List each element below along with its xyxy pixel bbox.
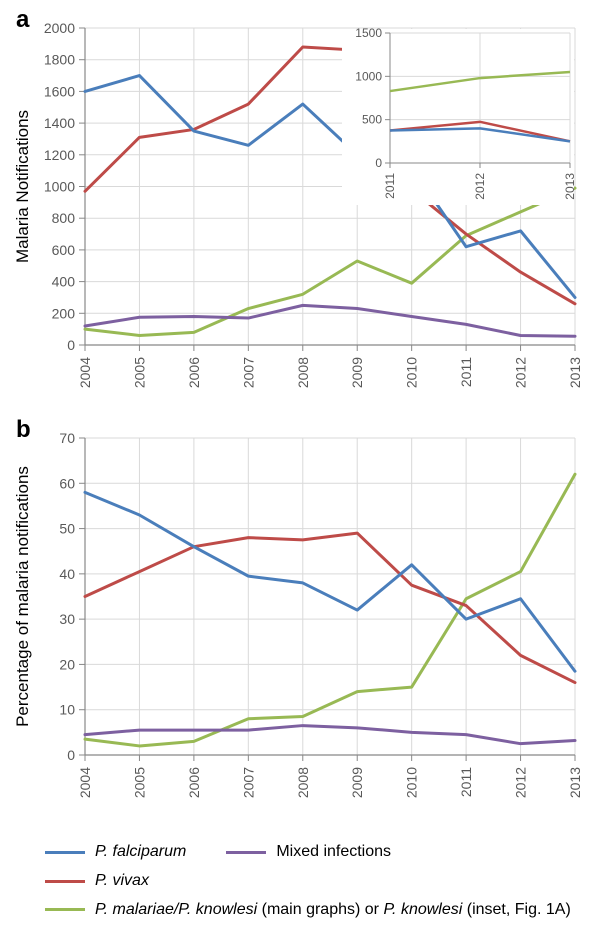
- svg-text:1000: 1000: [44, 179, 75, 195]
- svg-text:2007: 2007: [240, 357, 256, 388]
- panel-a-label: a: [16, 6, 29, 34]
- svg-text:1000: 1000: [355, 69, 382, 83]
- legend-swatch-pv: [45, 880, 85, 883]
- svg-text:2012: 2012: [473, 173, 487, 200]
- legend-item-pf: P. falciparum: [45, 838, 186, 867]
- svg-text:Malaria Notifications: Malaria Notifications: [13, 110, 32, 263]
- svg-text:2009: 2009: [349, 357, 365, 388]
- svg-text:50: 50: [59, 521, 75, 537]
- legend-label-pf: P. falciparum: [95, 838, 186, 867]
- svg-text:2013: 2013: [567, 767, 583, 798]
- svg-text:2013: 2013: [563, 173, 577, 200]
- series-mix: [85, 726, 575, 744]
- svg-text:2006: 2006: [186, 767, 202, 798]
- legend-item-pm: P. malariae/P. knowlesi (main graphs) or…: [45, 896, 571, 925]
- svg-text:2005: 2005: [131, 357, 147, 388]
- svg-text:0: 0: [67, 337, 75, 353]
- svg-text:2011: 2011: [458, 357, 474, 387]
- legend-item-pv: P. vivax: [45, 867, 149, 896]
- svg-text:2004: 2004: [77, 357, 93, 388]
- svg-text:400: 400: [52, 274, 76, 290]
- svg-text:30: 30: [59, 611, 75, 627]
- svg-text:2000: 2000: [44, 20, 75, 36]
- panel-b: b 01020304050607020042005200620072008200…: [10, 420, 590, 810]
- legend-label-mix: Mixed infections: [276, 838, 391, 867]
- svg-text:20: 20: [59, 656, 75, 672]
- svg-text:70: 70: [59, 430, 75, 446]
- svg-text:1200: 1200: [44, 147, 75, 163]
- svg-text:1800: 1800: [44, 52, 75, 68]
- svg-text:60: 60: [59, 475, 75, 491]
- series-pm: [85, 474, 575, 746]
- svg-text:1500: 1500: [355, 26, 382, 40]
- legend-swatch-pf: [45, 851, 85, 854]
- svg-text:500: 500: [362, 113, 382, 127]
- panel-a-chart: 0 200 400 600 800 1000 1200 1400 1600 1800 2000 200…: [10, 10, 590, 400]
- svg-text:10: 10: [59, 702, 75, 718]
- svg-text:Percentage of malaria notifica: Percentage of malaria notifications: [13, 466, 32, 727]
- series-pv: [85, 533, 575, 682]
- legend-swatch-pm: [45, 908, 85, 911]
- svg-text:2011: 2011: [383, 173, 397, 199]
- svg-text:0: 0: [375, 156, 382, 170]
- legend-label-pv: P. vivax: [95, 867, 149, 896]
- svg-text:800: 800: [52, 210, 76, 226]
- svg-text:2008: 2008: [295, 767, 311, 798]
- svg-text:0: 0: [67, 747, 75, 763]
- svg-text:2012: 2012: [513, 357, 529, 388]
- svg-text:2006: 2006: [186, 357, 202, 388]
- svg-text:40: 40: [59, 566, 75, 582]
- svg-text:1600: 1600: [44, 83, 75, 99]
- svg-text:1400: 1400: [44, 115, 75, 131]
- svg-text:2007: 2007: [240, 767, 256, 798]
- legend-item-mix: Mixed infections: [226, 838, 391, 867]
- panel-b-label: b: [16, 416, 31, 444]
- svg-text:2012: 2012: [513, 767, 529, 798]
- legend-swatch-mix: [226, 851, 266, 854]
- panel-a: a 02004006008001000120014001600180020002…: [10, 10, 590, 400]
- svg-text:2010: 2010: [404, 357, 420, 388]
- svg-text:2008: 2008: [295, 357, 311, 388]
- legend: P. falciparum Mixed infections P. vivax …: [10, 830, 590, 924]
- series-mix: [85, 305, 575, 336]
- svg-text:600: 600: [52, 242, 76, 258]
- svg-text:2005: 2005: [131, 767, 147, 798]
- panel-b-chart: 0 10 20 30 40 50 60 70 2004 2005 2006 2007 2008 2009 2…: [10, 420, 590, 810]
- svg-text:2004: 2004: [77, 767, 93, 798]
- svg-text:2011: 2011: [458, 767, 474, 797]
- svg-text:2010: 2010: [404, 767, 420, 798]
- svg-text:200: 200: [52, 305, 76, 321]
- svg-text:2009: 2009: [349, 767, 365, 798]
- svg-text:2013: 2013: [567, 357, 583, 388]
- figure: a 02004006008001000120014001600180020002…: [0, 0, 600, 944]
- legend-label-pm: P. malariae/P. knowlesi (main graphs) or…: [95, 896, 571, 925]
